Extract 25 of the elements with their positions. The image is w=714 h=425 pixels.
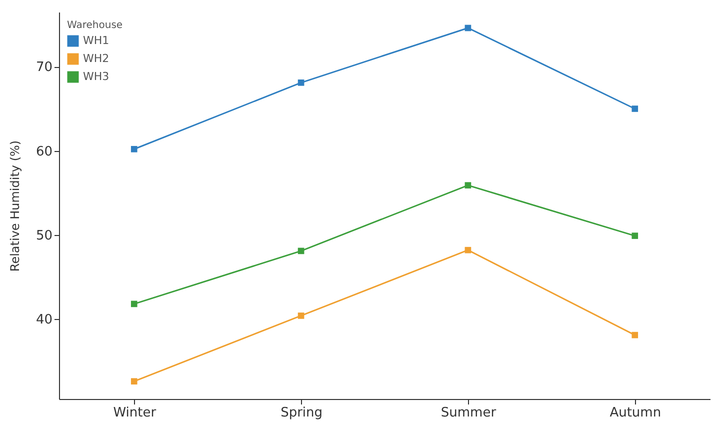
point	[464, 24, 472, 32]
y-axis-title: Relative Humidity (%)	[8, 140, 22, 272]
y-tick-label: 40	[36, 312, 52, 328]
legend-label: WH3	[83, 70, 110, 83]
point	[632, 332, 638, 338]
x-tick-label: Autumn	[610, 406, 662, 420]
y-tick-label: 70	[36, 60, 52, 76]
legend-label: WH1	[83, 34, 110, 47]
legend-label: WH2	[83, 52, 110, 65]
point	[632, 232, 638, 239]
point	[464, 182, 472, 188]
point	[298, 248, 304, 254]
x-tick-label: Winter	[113, 406, 157, 420]
point	[464, 246, 472, 254]
y-tick-label: 60	[36, 144, 52, 160]
point	[632, 106, 638, 112]
legend-title: Warehouse	[67, 20, 123, 31]
point	[130, 146, 138, 152]
point	[130, 378, 138, 384]
x-tick-label: Summer	[440, 406, 497, 420]
point	[298, 312, 304, 319]
point	[298, 80, 304, 86]
y-tick-label: 50	[36, 228, 52, 244]
point	[130, 300, 138, 308]
x-tick-label: Spring	[280, 406, 323, 420]
